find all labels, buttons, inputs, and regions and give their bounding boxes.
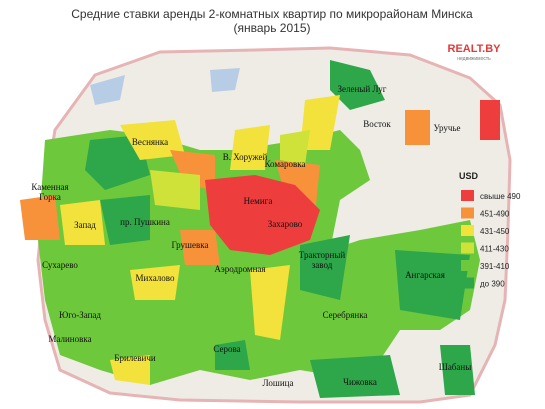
district-label: Чижовка [343,377,377,387]
district-label: Тракторный завод [299,250,346,270]
district-label: Грушевка [172,240,209,250]
logo: REALT.BY [448,43,502,55]
district-label: Серова [213,344,240,354]
district-label: пр. Пушкина [120,217,170,227]
legend-swatch [461,242,474,254]
subtitle: (январь 2015) [234,21,311,35]
legend: свыше 490 451-490 431-450 411-430 391-410 до … [461,190,521,289]
legend-title: USD [459,171,479,181]
legend-swatch [461,207,474,219]
district-label: Комаровка [265,159,306,169]
district-label: Веснянка [132,137,168,147]
district-labels: Зеленый Луг Восток Уручье Веснянка В. Хоруже… [31,84,471,388]
district-label: Запад [74,220,96,230]
district-label: Брилевичи [114,353,156,363]
map-shapes [20,46,512,404]
area-green [38,130,480,385]
district-label: Восток [363,119,391,129]
legend-label: 431-450 [480,227,510,236]
district-label: Михалово [136,273,175,283]
district-label: Каменная Горка [31,182,68,202]
water [90,68,240,105]
district-label: Юго-Запад [59,310,101,320]
district-label: Лошица [263,378,294,388]
legend-swatch [461,277,474,289]
title: Средние ставки аренды 2-комнатных кварти… [71,7,473,21]
district-label: Малиновка [48,334,91,344]
legend-label: 451-490 [480,210,510,219]
legend-label: до 390 [480,280,505,289]
legend-label: 411-430 [480,245,509,254]
district-label: Ангарская [405,270,445,280]
district-label: Уручье [433,123,460,133]
district-label: Зеленый Луг [338,84,387,94]
district-label: Аэродромная [214,264,265,274]
logo-box [443,40,505,62]
area-red [205,100,500,255]
district-label: Сухарево [42,260,78,270]
legend-swatch [461,260,474,271]
area-yellow [60,95,340,385]
area-lightgreen [150,130,310,210]
legend-swatch [461,225,474,236]
district-label: Захарово [268,219,303,229]
legend-label: свыше 490 [480,192,521,201]
district-label: В. Хоружей [223,152,268,162]
district-label: Немига [244,196,273,206]
legend-label: 391-410 [480,262,510,271]
district-label: Шабаны [439,362,472,372]
district-label: Серебрянка [323,310,368,320]
legend-swatch [461,190,474,201]
logo-tagline: недвижимость [457,56,491,62]
